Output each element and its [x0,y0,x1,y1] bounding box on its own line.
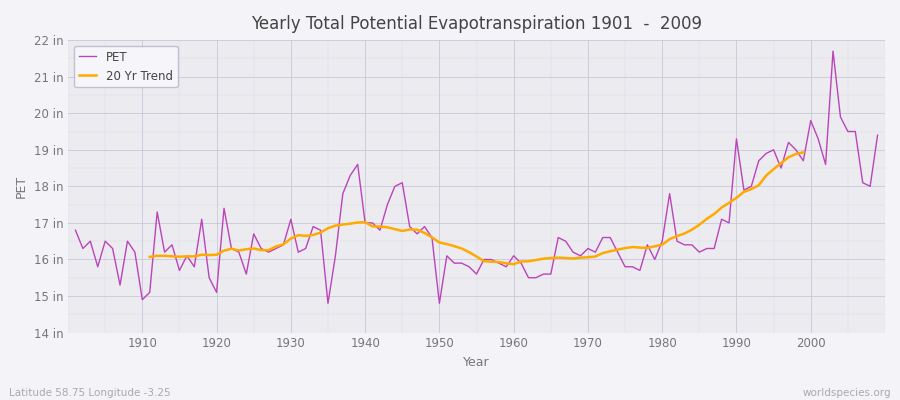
PET [292,250,303,254]
Text: Latitude 58.75 Longitude -3.25: Latitude 58.75 Longitude -3.25 [9,388,171,398]
Y-axis label: PET: PET [15,175,28,198]
20 Yr Trend [397,228,408,233]
PET [605,235,616,240]
PET [828,49,839,54]
PET [322,301,333,306]
20 Yr Trend [731,196,742,200]
20 Yr Trend [278,242,289,247]
PET [872,133,883,138]
PET [70,228,81,233]
20 Yr Trend [508,262,519,267]
PET [516,261,526,266]
20 Yr Trend [226,246,237,251]
PET [345,173,356,178]
20 Yr Trend [212,252,222,257]
X-axis label: Year: Year [464,356,490,369]
Title: Yearly Total Potential Evapotranspiration 1901  -  2009: Yearly Total Potential Evapotranspiratio… [251,15,702,33]
Legend: PET, 20 Yr Trend: PET, 20 Yr Trend [74,46,177,87]
20 Yr Trend [479,259,490,264]
20 Yr Trend [798,150,809,155]
Line: 20 Yr Trend: 20 Yr Trend [149,152,804,264]
PET [508,254,519,258]
Line: PET: PET [76,51,878,303]
Text: worldspecies.org: worldspecies.org [803,388,891,398]
20 Yr Trend [144,254,155,259]
PET [130,250,140,254]
